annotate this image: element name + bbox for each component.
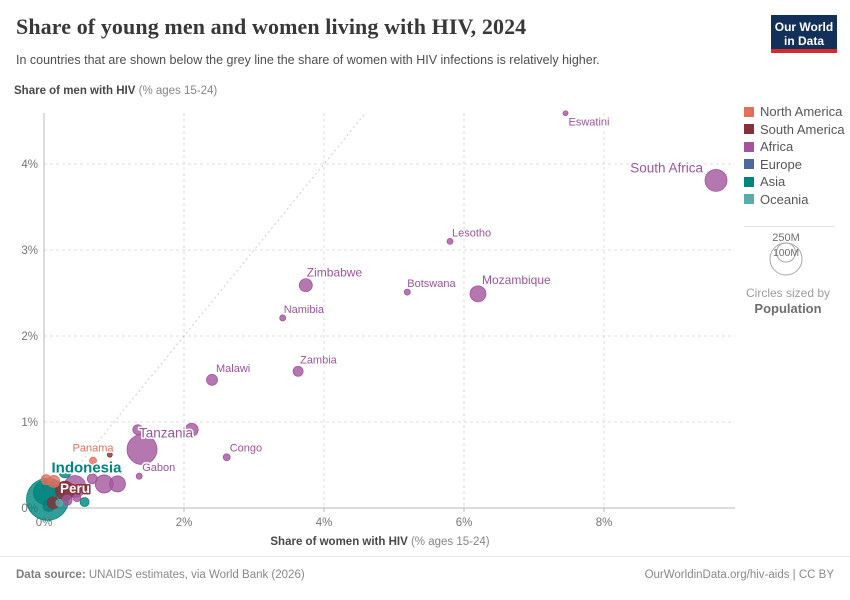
owid-logo-line2: in Data [783, 34, 824, 48]
data-point-congo[interactable] [222, 453, 231, 462]
x-tick-label: 4% [316, 517, 333, 529]
data-point[interactable] [79, 497, 90, 507]
data-point[interactable] [61, 494, 73, 506]
y-axis-title: Share of men with HIV (% ages 15-24) [14, 85, 217, 97]
country-label-eswatini[interactable]: Eswatini [567, 115, 611, 130]
data-point-botswana[interactable] [403, 288, 411, 296]
data-point[interactable] [58, 465, 72, 479]
country-label-indonesia[interactable]: Indonesia [50, 458, 124, 478]
data-point-mozambique[interactable] [469, 285, 487, 303]
country-label-peru[interactable]: Peru [59, 479, 92, 497]
data-point[interactable] [72, 493, 82, 503]
size-legend-inner-label: 100M [773, 247, 799, 259]
legend-item-label: Africa [760, 139, 794, 155]
data-point[interactable] [40, 474, 52, 486]
data-point[interactable] [132, 424, 144, 436]
data-point-namibia[interactable] [279, 314, 287, 322]
legend-item-asia[interactable]: Asia [744, 173, 844, 191]
legend-item-oceania[interactable]: Oceania [744, 191, 844, 209]
data-point[interactable] [55, 498, 64, 507]
legend-item-label: South America [760, 121, 845, 137]
data-point-malawi[interactable] [206, 373, 218, 386]
data-point-eswatini[interactable] [562, 110, 569, 117]
size-legend-outer-label: 250M [772, 232, 800, 244]
country-label-zimbabwe[interactable]: Zimbabwe [305, 264, 364, 281]
y-tick-label: 1% [21, 417, 38, 429]
y-tick-label: 4% [21, 159, 38, 171]
legend-item-europe[interactable]: Europe [744, 156, 844, 174]
y-tick-label: 2% [21, 331, 38, 343]
data-point[interactable] [106, 451, 113, 458]
country-label-south-africa[interactable]: South Africa [629, 159, 705, 177]
data-point-zimbabwe[interactable] [298, 278, 313, 293]
size-legend-caption-line1: Circles sized by [745, 286, 831, 300]
data-point-panama[interactable] [89, 456, 97, 465]
legend-swatch [744, 176, 754, 187]
y-axis-title-main: Share of men with HIV [14, 85, 136, 97]
data-source-text: UNAIDS estimates, via World Bank (2026) [85, 569, 305, 581]
legend-swatch [744, 141, 754, 152]
footer-divider [0, 556, 850, 557]
x-tick-label: 2% [176, 517, 193, 529]
legend-item-north_america[interactable]: North America [744, 103, 844, 121]
y-axis-title-unit: (% ages 15-24) [135, 85, 218, 97]
size-legend-caption: Circles sized by Population [726, 286, 850, 316]
country-label-panama[interactable]: Panama [71, 441, 116, 456]
data-point-tanzania[interactable] [126, 434, 158, 465]
data-point[interactable] [109, 475, 126, 493]
country-label-lesotho[interactable]: Lesotho [451, 226, 493, 241]
x-axis-title-unit: (% ages 15-24) [407, 536, 490, 548]
data-point-gabon[interactable] [135, 472, 143, 480]
legend-swatch [744, 194, 754, 205]
owid-logo[interactable]: Our World in Data [771, 15, 837, 53]
country-label-botswana[interactable]: Botswana [406, 277, 458, 292]
x-tick-label: 6% [456, 517, 473, 529]
x-axis-title-main: Share of women with HIV [270, 536, 408, 548]
data-point-south-africa[interactable] [704, 168, 728, 192]
legend-item-africa[interactable]: Africa [744, 138, 844, 156]
page-title: Share of young men and women living with… [16, 14, 527, 39]
legend-swatch [744, 124, 754, 135]
data-point[interactable] [184, 422, 199, 437]
country-label-gabon[interactable]: Gabon [141, 461, 177, 476]
country-label-zambia[interactable]: Zambia [299, 353, 340, 368]
x-tick-label: 8% [596, 517, 613, 529]
legend-item-label: Oceania [760, 191, 809, 207]
owid-logo-line1: Our World [774, 20, 834, 34]
legend-divider [744, 226, 834, 227]
country-label-malawi[interactable]: Malawi [215, 361, 252, 376]
legend-item-label: Asia [760, 174, 786, 190]
attribution-link[interactable]: OurWorldinData.org/hiv-aids | CC BY [644, 569, 834, 581]
legend-swatch [744, 159, 754, 170]
y-tick-label: 3% [21, 245, 38, 257]
legend-item-south_america[interactable]: South America [744, 121, 845, 139]
country-label-namibia[interactable]: Namibia [282, 302, 326, 317]
data-point-zambia[interactable] [292, 365, 304, 377]
legend-item-label: Europe [760, 156, 802, 172]
size-legend-caption-line2: Population [754, 301, 822, 316]
data-point[interactable] [86, 473, 98, 485]
continent-legend: North America South America Africa Europe As… [744, 103, 845, 209]
data-source-note: Data source: UNAIDS estimates, via World… [16, 569, 305, 581]
legend-item-label: North America [760, 104, 843, 120]
data-source-label: Data source: [16, 569, 86, 581]
country-label-tanzania[interactable]: Tanzania [138, 424, 196, 442]
size-legend-inner-circle [776, 242, 796, 263]
data-point-lesotho[interactable] [446, 237, 454, 245]
country-label-mozambique[interactable]: Mozambique [481, 271, 553, 288]
country-label-congo[interactable]: Congo [228, 441, 263, 456]
legend-swatch [744, 106, 754, 117]
chart-subtitle: In countries that are shown below the gr… [16, 53, 600, 67]
x-axis-title: Share of women with HIV (% ages 15-24) [0, 536, 760, 548]
